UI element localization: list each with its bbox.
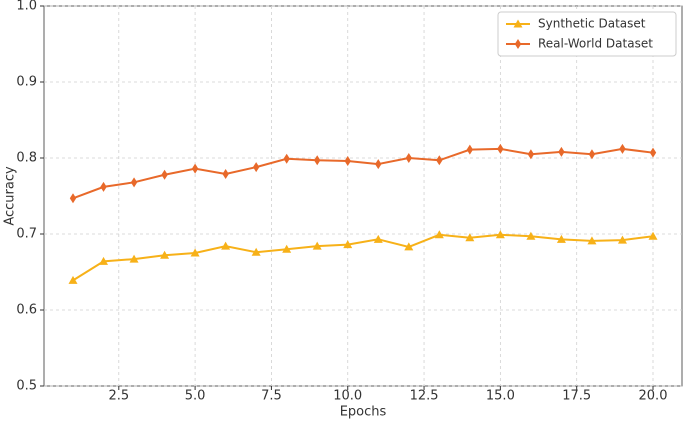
legend-label: Synthetic Dataset xyxy=(538,17,646,31)
point xyxy=(222,168,229,179)
point xyxy=(556,234,566,243)
point xyxy=(497,143,504,154)
point xyxy=(617,235,627,244)
point xyxy=(314,155,321,166)
point xyxy=(649,147,657,158)
y-tick-label: 0.6 xyxy=(16,303,37,318)
plot-frame xyxy=(43,5,683,387)
point xyxy=(161,169,168,180)
legend: Synthetic Dataset Real-World Dataset xyxy=(497,11,677,57)
point xyxy=(312,241,322,250)
point xyxy=(99,256,109,265)
point xyxy=(648,231,658,240)
point xyxy=(513,19,523,28)
x-tick-label: 17.5 xyxy=(562,389,591,404)
point xyxy=(405,153,412,163)
point xyxy=(282,244,292,253)
point xyxy=(191,163,199,174)
point xyxy=(100,181,107,192)
line xyxy=(72,147,654,200)
point xyxy=(558,146,565,157)
x-axis-label: Epochs xyxy=(340,405,387,420)
x-tick-label: 5.0 xyxy=(185,389,206,404)
point xyxy=(251,247,261,256)
point xyxy=(514,39,522,49)
x-tick-label: 10.0 xyxy=(333,389,362,404)
point xyxy=(373,234,383,243)
point xyxy=(526,231,536,240)
point xyxy=(404,242,414,251)
x-tick-label: 12.5 xyxy=(410,389,439,404)
point xyxy=(527,149,535,160)
point xyxy=(69,193,77,204)
x-tick-label: 2.5 xyxy=(108,389,129,404)
y-axis-label: Accuracy xyxy=(3,166,18,226)
point xyxy=(283,153,290,164)
legend-label: Real-World Dataset xyxy=(538,37,653,51)
point xyxy=(466,144,474,155)
y-tick-label: 1.0 xyxy=(16,0,37,14)
x-tick-label: 15.0 xyxy=(486,389,515,404)
point xyxy=(465,233,475,242)
y-tick-label: 0.8 xyxy=(16,151,37,166)
point xyxy=(160,250,170,259)
point xyxy=(587,236,597,245)
point xyxy=(619,143,626,154)
line xyxy=(72,233,654,282)
point xyxy=(343,240,353,249)
point xyxy=(130,177,138,188)
point xyxy=(375,159,382,170)
legend-box xyxy=(497,11,677,57)
point xyxy=(68,275,78,284)
point xyxy=(221,241,231,250)
point xyxy=(129,254,139,263)
y-tick-label: 0.7 xyxy=(16,227,37,242)
point xyxy=(252,162,260,173)
x-tick-label: 20.0 xyxy=(639,389,668,404)
point xyxy=(344,156,351,167)
point xyxy=(436,155,443,166)
point xyxy=(588,149,596,160)
y-tick-label: 0.5 xyxy=(16,379,37,394)
y-tick-label: 0.9 xyxy=(16,75,37,90)
point xyxy=(495,230,505,239)
point xyxy=(434,230,444,239)
point xyxy=(190,248,200,257)
x-tick-label: 7.5 xyxy=(261,389,282,404)
